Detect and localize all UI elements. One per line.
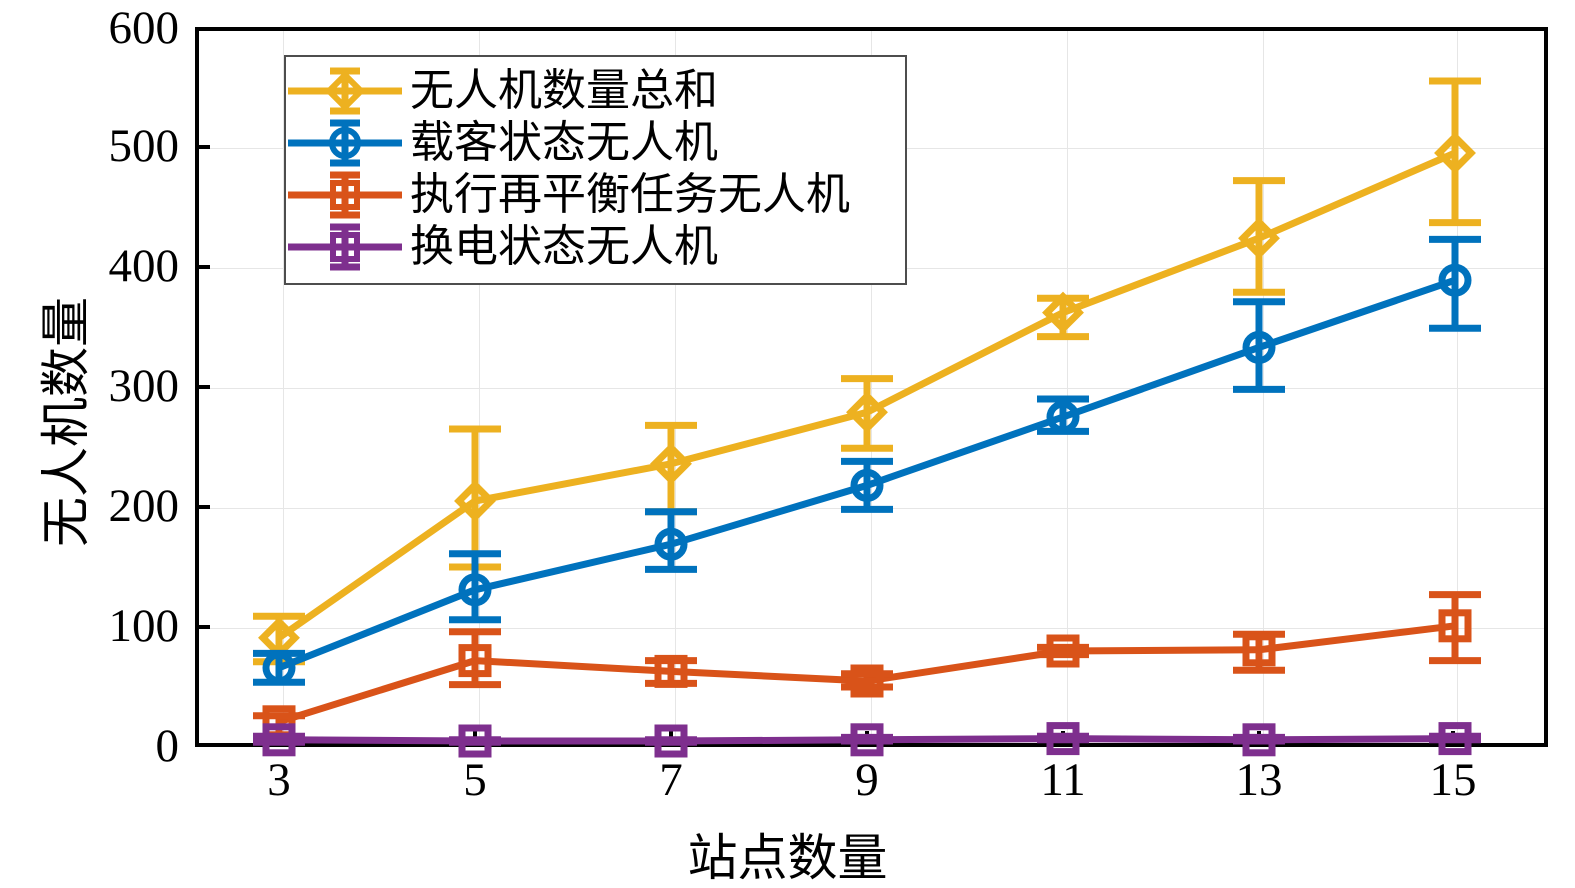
x-tick-5 — [473, 731, 477, 747]
x-tick-15 — [1451, 731, 1455, 747]
x-tick-label-3: 3 — [267, 754, 291, 806]
gridline-x-11 — [1067, 31, 1068, 743]
legend-item-2[interactable]: 执行再平衡任务无人机 — [286, 169, 905, 221]
y-tick-label-400: 400 — [108, 240, 180, 292]
x-tick-label-11: 11 — [1040, 754, 1086, 806]
gridline-x-13 — [1263, 31, 1264, 743]
x-tick-7 — [669, 731, 673, 747]
legend-label-2: 执行再平衡任务无人机 — [410, 170, 850, 219]
x-tick-label-13: 13 — [1235, 754, 1283, 806]
y-tick-label-300: 300 — [108, 360, 180, 412]
y-tick-label-500: 500 — [108, 120, 180, 172]
x-tick-9 — [865, 731, 869, 747]
x-tick-label-9: 9 — [855, 754, 879, 806]
x-tick-3 — [277, 731, 281, 747]
x-tick-label-15: 15 — [1429, 754, 1477, 806]
legend-item-3[interactable]: 换电状态无人机 — [286, 221, 905, 273]
y-tick-label-100: 100 — [108, 600, 180, 652]
y-tick-300 — [195, 385, 210, 389]
legend-marker-square-purple-icon — [286, 221, 404, 273]
gridline-x-15 — [1457, 31, 1458, 743]
x-tick-13 — [1257, 731, 1261, 747]
x-tick-label-7: 7 — [659, 754, 683, 806]
legend: 无人机数量总和 载客状态无人机 执行再平衡任务无人机 换电状态无人机 — [284, 55, 907, 285]
y-tick-100 — [195, 625, 210, 629]
y-tick-label-0: 0 — [155, 720, 180, 772]
legend-label-3: 换电状态无人机 — [410, 222, 718, 271]
legend-marker-diamond-icon — [286, 65, 404, 117]
y-tick-500 — [195, 145, 210, 149]
x-tick-11 — [1061, 731, 1065, 747]
y-tick-200 — [195, 505, 210, 509]
legend-item-0[interactable]: 无人机数量总和 — [286, 65, 905, 117]
y-tick-400 — [195, 265, 210, 269]
legend-label-0: 无人机数量总和 — [410, 66, 718, 115]
legend-label-1: 载客状态无人机 — [410, 118, 718, 167]
legend-marker-square-icon — [286, 169, 404, 221]
legend-item-1[interactable]: 载客状态无人机 — [286, 117, 905, 169]
y-tick-label-200: 200 — [108, 480, 180, 532]
legend-marker-circle-icon — [286, 117, 404, 169]
y-tick-label-600: 600 — [108, 2, 180, 54]
x-axis-title: 站点数量 — [687, 830, 888, 886]
x-tick-label-5: 5 — [463, 754, 487, 806]
